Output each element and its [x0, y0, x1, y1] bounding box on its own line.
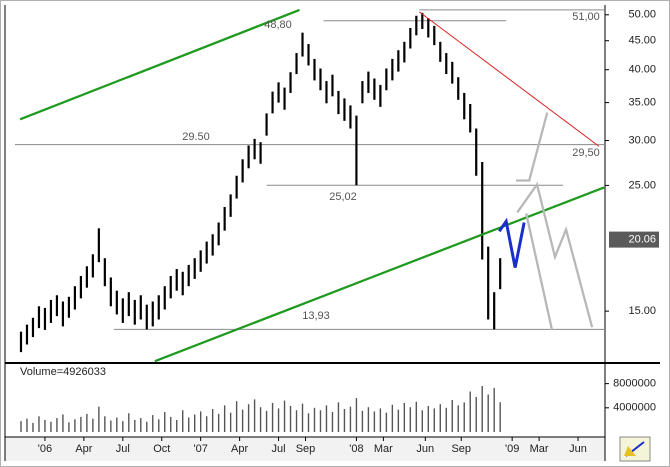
- trend-line: [525, 213, 554, 331]
- x-tick-label: '06: [38, 443, 52, 455]
- trend-line: [516, 112, 549, 182]
- x-tick-label: Jun: [416, 443, 434, 455]
- level-label: 29,50: [572, 147, 600, 159]
- overlay: 15.00 25.00 30.00 35.00 40.00 45.00 50.00 '06 Ap…: [20, 9, 659, 455]
- y-tick-label: 25.00: [628, 179, 656, 191]
- volume-tick-label: 4000000: [613, 402, 656, 414]
- level-label: 13,93: [302, 310, 330, 322]
- x-tick-label: '07: [194, 443, 208, 455]
- x-tick-label: Jul: [116, 443, 130, 455]
- y-tick-label: 50.00: [628, 9, 656, 21]
- last-price-label: 20.06: [628, 234, 656, 246]
- level-label: 29.50: [182, 131, 210, 143]
- level-label: 25,02: [329, 191, 357, 203]
- x-tick-label: Mar: [374, 443, 393, 455]
- x-tick-label: '08: [349, 443, 363, 455]
- volume-label: Volume=4926033: [20, 366, 106, 378]
- x-tick-label: Oct: [153, 443, 170, 455]
- x-tick-label: Jun: [569, 443, 587, 455]
- trend-line: [516, 181, 594, 328]
- y-tick-label: 40.00: [628, 64, 656, 76]
- x-tick-label: Sep: [296, 443, 316, 455]
- trend-line: [154, 186, 605, 362]
- x-tick-label: Apr: [75, 443, 92, 455]
- x-tick-label: Mar: [530, 443, 549, 455]
- x-axis-strip: [5, 437, 605, 461]
- y-tick-label: 15.00: [628, 305, 656, 317]
- y-tick-label: 45.00: [628, 35, 656, 47]
- level-label: 51,00: [572, 11, 600, 23]
- chart-icon[interactable]: [619, 436, 651, 462]
- x-tick-label: Apr: [231, 443, 248, 455]
- volume-tick-label: 8000000: [613, 378, 656, 390]
- trend-line: [419, 11, 600, 147]
- level-label: 48,80: [264, 19, 292, 31]
- x-tick-label: Sep: [451, 443, 471, 455]
- last-price-box: [609, 231, 659, 248]
- x-tick-label: '09: [505, 443, 519, 455]
- price-pane: [15, 8, 605, 362]
- trend-line: [19, 8, 300, 121]
- y-tick-label: 35.00: [628, 96, 656, 108]
- y-tick-label: 30.00: [628, 134, 656, 146]
- x-tick-label: Jul: [272, 443, 286, 455]
- trend-line: [498, 217, 526, 268]
